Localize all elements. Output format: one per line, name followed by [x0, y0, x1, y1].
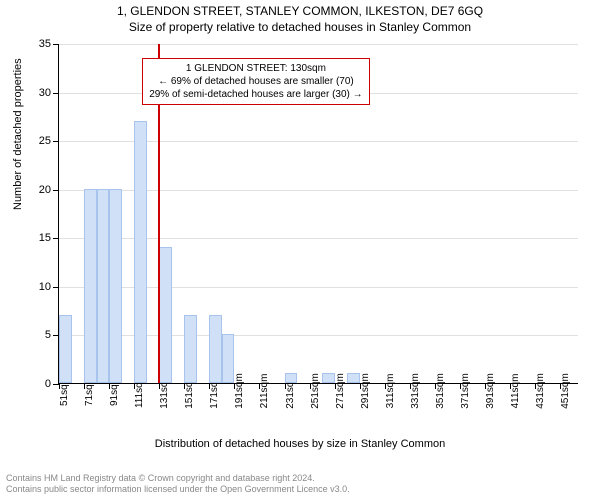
footer-line-2: Contains public sector information licen… [6, 484, 350, 496]
annotation-box: 1 GLENDON STREET: 130sqm← 69% of detache… [142, 58, 369, 105]
histogram-bar [347, 373, 360, 383]
histogram-bar [322, 373, 335, 383]
xtick-label: 411sqm [510, 374, 521, 409]
ytick [53, 190, 59, 191]
xtick-label: 371sqm [460, 373, 471, 409]
x-axis-label: Distribution of detached houses by size … [0, 438, 600, 450]
histogram-bar [84, 189, 97, 383]
ytick-label: 35 [39, 38, 51, 50]
histogram-bar [222, 334, 235, 383]
ytick-label: 10 [39, 281, 51, 293]
ytick-label: 20 [39, 184, 51, 196]
title-sub: Size of property relative to detached ho… [0, 20, 600, 34]
ytick-label: 0 [45, 378, 51, 390]
xtick-label: 431sqm [535, 373, 546, 409]
ytick [53, 287, 59, 288]
annotation-line: 29% of semi-detached houses are larger (… [149, 88, 362, 101]
xtick-label: 211sqm [259, 374, 270, 409]
histogram-bar [285, 373, 298, 383]
footer-attribution: Contains HM Land Registry data © Crown c… [6, 473, 350, 496]
xtick-label: 391sqm [485, 373, 496, 409]
ytick-label: 25 [39, 135, 51, 147]
annotation-line: ← 69% of detached houses are smaller (70… [149, 75, 362, 88]
plot-region: 0510152025303551sqm71sqm91sqm111sqm131sq… [58, 44, 578, 384]
footer-line-1: Contains HM Land Registry data © Crown c… [6, 473, 350, 485]
histogram-bar [209, 315, 222, 383]
histogram-bar [134, 121, 147, 383]
xtick-label: 251sqm [310, 373, 321, 409]
xtick-label: 331sqm [410, 373, 421, 409]
ytick [53, 238, 59, 239]
histogram-bar [109, 189, 122, 383]
histogram-bar [159, 247, 172, 383]
annotation-line: 1 GLENDON STREET: 130sqm [149, 62, 362, 75]
gridline-y [59, 44, 578, 45]
xtick-label: 291sqm [360, 373, 371, 409]
histogram-bar [59, 315, 72, 383]
ytick-label: 5 [45, 329, 51, 341]
ytick-label: 30 [39, 87, 51, 99]
xtick-label: 311sqm [385, 374, 396, 409]
xtick-label: 351sqm [435, 373, 446, 409]
xtick-label: 451sqm [560, 373, 571, 409]
chart-area: 0510152025303551sqm71sqm91sqm111sqm131sq… [58, 44, 578, 384]
y-axis-label: Number of detached properties [12, 58, 24, 210]
title-main: 1, GLENDON STREET, STANLEY COMMON, ILKES… [0, 4, 600, 18]
ytick-label: 15 [39, 232, 51, 244]
histogram-bar [97, 189, 110, 383]
histogram-bar [184, 315, 197, 383]
ytick [53, 44, 59, 45]
xtick-label: 191sqm [234, 373, 245, 409]
ytick [53, 93, 59, 94]
xtick-label: 271sqm [335, 373, 346, 409]
ytick [53, 141, 59, 142]
title-block: 1, GLENDON STREET, STANLEY COMMON, ILKES… [0, 0, 600, 34]
